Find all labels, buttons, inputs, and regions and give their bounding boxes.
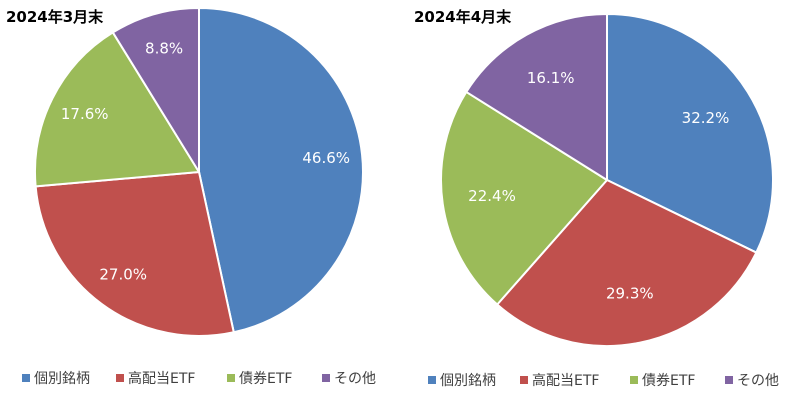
pie-slice-other bbox=[465, 13, 608, 181]
pie-value-label-high-dividend-etf: 27.0% bbox=[99, 266, 147, 284]
legend-item-other: その他 bbox=[322, 371, 376, 387]
legend-item-high-dividend-etf: 高配当ETF bbox=[520, 372, 599, 389]
pie-slice-high-dividend-etf bbox=[34, 171, 235, 337]
legend-label-high-dividend-etf: 高配当ETF bbox=[128, 370, 195, 387]
pie-chart-april: 2024年4月末 32.2% 29.3% 22.4% 16.1% 個別銘柄 高配当ETF… bbox=[414, 8, 779, 389]
legend-label-individual-stocks: 個別銘柄 bbox=[440, 373, 496, 389]
pie-value-labels-march: 46.6% 27.0% 17.6% 8.8% bbox=[61, 39, 350, 283]
pie-slices-march bbox=[34, 7, 364, 337]
pie-slices-april bbox=[440, 13, 774, 347]
chart-title-april: 2024年4月末 bbox=[414, 8, 512, 26]
pie-value-label-bond-etf: 22.4% bbox=[468, 187, 516, 205]
pie-slice-bond-etf bbox=[34, 31, 200, 188]
pie-value-label-bond-etf: 17.6% bbox=[61, 105, 109, 123]
legend-label-other: その他 bbox=[737, 373, 779, 389]
legend-swatch-other bbox=[725, 376, 733, 384]
legend-item-individual-stocks: 個別銘柄 bbox=[428, 373, 496, 389]
legend-item-high-dividend-etf: 高配当ETF bbox=[116, 370, 195, 387]
legend-label-high-dividend-etf: 高配当ETF bbox=[532, 372, 599, 389]
legend-april: 個別銘柄 高配当ETF 債券ETF その他 bbox=[428, 372, 779, 389]
pie-slice-high-dividend-etf bbox=[496, 179, 758, 347]
pie-slice-bond-etf bbox=[440, 90, 608, 306]
legend-swatch-individual-stocks bbox=[428, 376, 436, 384]
legend-item-other: その他 bbox=[725, 373, 779, 389]
pie-slice-individual-stocks bbox=[606, 13, 774, 254]
pie-value-label-individual-stocks: 46.6% bbox=[302, 149, 350, 167]
legend-label-other: その他 bbox=[334, 371, 376, 387]
legend-march: 個別銘柄 高配当ETF 債券ETF その他 bbox=[22, 370, 376, 387]
legend-swatch-bond-etf bbox=[630, 376, 638, 384]
legend-swatch-high-dividend-etf bbox=[116, 374, 124, 382]
legend-swatch-high-dividend-etf bbox=[520, 376, 528, 384]
legend-label-individual-stocks: 個別銘柄 bbox=[34, 371, 90, 387]
pie-value-label-high-dividend-etf: 29.3% bbox=[606, 284, 654, 302]
legend-item-individual-stocks: 個別銘柄 bbox=[22, 371, 90, 387]
pie-value-label-individual-stocks: 32.2% bbox=[682, 109, 730, 127]
legend-swatch-other bbox=[322, 374, 330, 382]
pie-slice-individual-stocks bbox=[198, 7, 364, 334]
legend-label-bond-etf: 債券ETF bbox=[239, 371, 292, 387]
legend-swatch-individual-stocks bbox=[22, 374, 30, 382]
pie-value-labels-april: 32.2% 29.3% 22.4% 16.1% bbox=[468, 69, 729, 303]
pie-value-label-other: 8.8% bbox=[145, 39, 183, 57]
pie-slice-other bbox=[111, 7, 200, 173]
legend-label-bond-etf: 債券ETF bbox=[642, 373, 695, 389]
legend-swatch-bond-etf bbox=[227, 374, 235, 382]
pie-value-label-other: 16.1% bbox=[527, 69, 575, 87]
legend-item-bond-etf: 債券ETF bbox=[630, 373, 695, 389]
pie-chart-march: 2024年3月末 46.6% 27.0% 17.6% 8.8% 個別銘柄 高配当ETF 債… bbox=[6, 7, 376, 387]
legend-item-bond-etf: 債券ETF bbox=[227, 371, 292, 387]
chart-title-march: 2024年3月末 bbox=[6, 8, 104, 26]
